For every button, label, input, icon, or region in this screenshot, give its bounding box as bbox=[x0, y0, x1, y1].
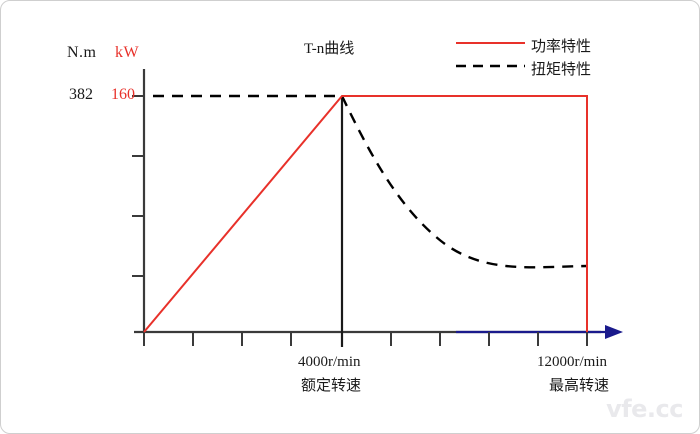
x-axis-annotation-max-value: 12000r/min bbox=[537, 354, 607, 370]
legend-item-power-label: 功率特性 bbox=[531, 37, 592, 55]
x-axis-annotation-rated-value: 4000r/min bbox=[298, 354, 361, 370]
power-curve bbox=[143, 95, 588, 333]
x-axis-arrow-head bbox=[605, 325, 623, 339]
watermark: vfe.cc bbox=[606, 395, 683, 423]
x-axis-annotation-max-name: 最高转速 bbox=[549, 376, 610, 394]
chart-title: T-n曲线 bbox=[304, 41, 355, 57]
torque-curve-decay bbox=[340, 95, 588, 269]
y-axis-tick-label-torque: 382 bbox=[69, 86, 93, 103]
x-axis-ticks bbox=[143, 332, 588, 346]
y-axis-unit-right: kW bbox=[115, 44, 140, 61]
y-axis-ticks bbox=[132, 95, 144, 277]
x-axis-annotation-rated-name: 额定转速 bbox=[301, 376, 362, 394]
y-axis-tick-label-power: 160 bbox=[111, 86, 135, 103]
y-axis-unit-left: N.m bbox=[67, 44, 97, 61]
legend-item-torque-label: 扭矩特性 bbox=[531, 60, 592, 78]
